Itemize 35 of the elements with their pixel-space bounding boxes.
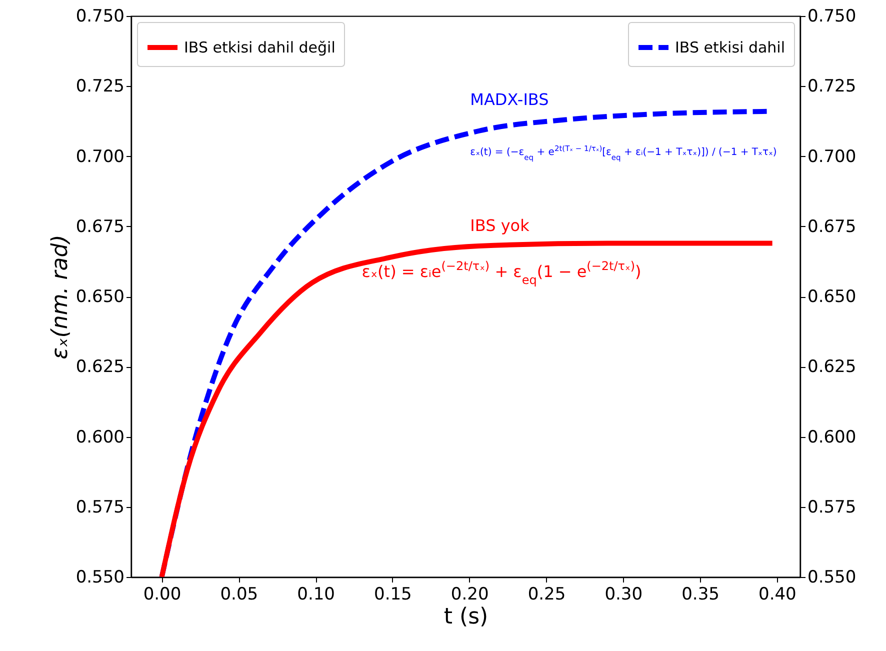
annotation: MADX-IBS	[470, 90, 549, 110]
y2-tick-label: 0.700	[808, 146, 856, 167]
y2-tick-label: 0.650	[808, 287, 856, 307]
y2-tick-label: 0.750	[808, 6, 856, 26]
x-tick-label: 0.40	[758, 584, 796, 604]
annotation: εₓ(t) = εᵢe$^{(−2t/τₓ)}$ + ε$_{eq}$(1 − e$^{(−2t/τₓ)}$)	[362, 258, 642, 287]
y-tick-label: 0.550	[76, 568, 124, 588]
x-tick-label: 0.05	[220, 584, 258, 604]
x-tick-label: 0.35	[682, 584, 720, 604]
x-tick-label: 0.00	[143, 584, 182, 604]
y2-tick-label: 0.575	[808, 497, 856, 518]
y2-tick-label: 0.725	[808, 76, 856, 97]
y-tick-label: 0.575	[76, 497, 124, 518]
y2-tick-label: 0.550	[808, 568, 856, 588]
y-tick-label: 0.650	[76, 287, 124, 307]
y-tick-label: 0.750	[76, 6, 124, 26]
y-axis-title: εₓ(nm. rad)	[48, 234, 73, 360]
y-tick-label: 0.600	[76, 427, 124, 448]
x-tick-label: 0.25	[528, 584, 566, 604]
y2-tick-label: 0.625	[808, 357, 856, 378]
annotation: IBS yok	[470, 216, 530, 235]
x-axis-title: t (s)	[444, 604, 488, 630]
y2-tick-label: 0.675	[808, 216, 856, 237]
y2-tick-label: 0.600	[808, 427, 856, 448]
x-tick-label: 0.30	[604, 584, 643, 604]
y-tick-label: 0.675	[76, 216, 124, 237]
y-tick-label: 0.725	[76, 76, 124, 97]
y-tick-label: 0.700	[76, 146, 124, 167]
annotation: εₓ(t) = (−ε$_{eq}$ + e$^{2t(Tₓ − 1/τₓ)}$[ε$_{eq}$ + εᵢ(−1 + Tₓτₓ)]) / (−1 + Tₓτₓ)	[470, 143, 777, 162]
x-tick-label: 0.15	[374, 584, 412, 604]
y-tick-label: 0.625	[76, 357, 124, 378]
legend-label: IBS etkisi dahil	[675, 38, 786, 56]
legend-label: IBS etkisi dahil değil	[184, 38, 336, 56]
x-tick-label: 0.20	[450, 584, 489, 604]
x-tick-label: 0.10	[297, 584, 335, 604]
